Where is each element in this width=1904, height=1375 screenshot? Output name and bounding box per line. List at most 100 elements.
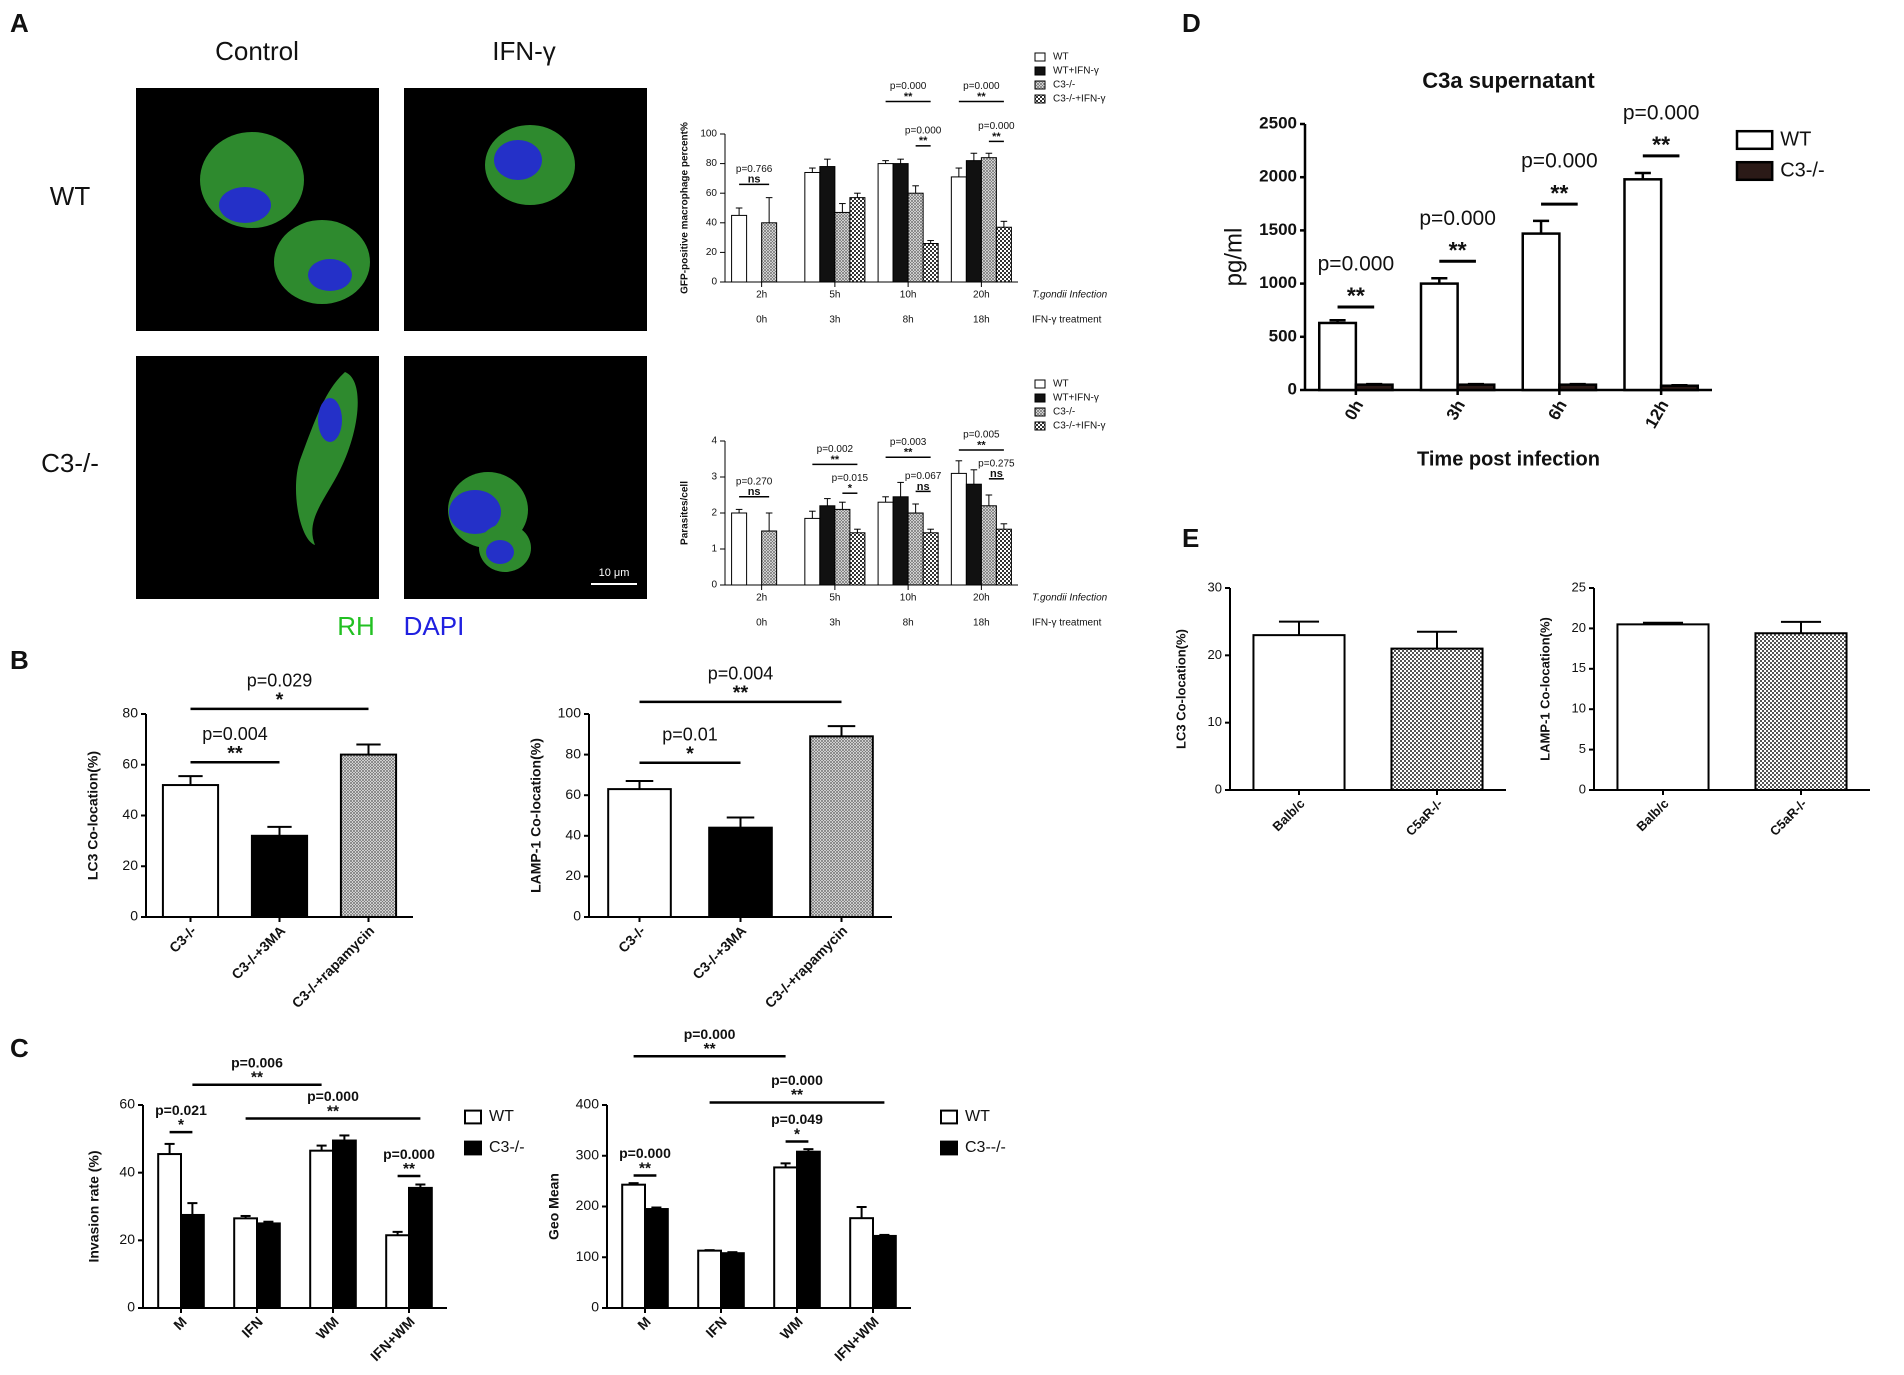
y-tick-label: 20	[1208, 647, 1222, 662]
p-value: p=0.002	[817, 444, 854, 455]
bar	[834, 211, 851, 283]
p-value: p=0.000	[1318, 253, 1395, 276]
bar	[849, 532, 866, 586]
x-tick-label: M	[170, 1313, 190, 1333]
y-axis-label: Parasites/cell	[680, 481, 691, 545]
significance: **	[704, 1041, 716, 1058]
stain-label: DAPI	[404, 611, 465, 641]
y-tick-label: 80	[565, 745, 581, 761]
x-tick-label: WM	[777, 1313, 806, 1342]
y-tick-label: 40	[565, 827, 581, 843]
cells	[200, 125, 575, 572]
x-tick-label: C3-/-+3MA	[228, 922, 288, 982]
bar	[720, 1252, 745, 1309]
bar	[621, 1183, 647, 1309]
y-tick-label: 15	[1572, 660, 1586, 675]
panel-label: A	[10, 8, 29, 38]
p-value: p=0.01	[662, 724, 718, 744]
bar	[1317, 321, 1358, 392]
p-value: p=0.029	[247, 671, 313, 691]
significance: ns	[917, 481, 930, 493]
legend-swatch	[464, 1140, 482, 1156]
bar	[180, 1213, 205, 1310]
significance: **	[733, 682, 749, 704]
y-tick-label: 60	[706, 188, 718, 199]
legend-swatch	[1034, 407, 1046, 417]
x-tick-label: C3-/-	[166, 922, 200, 956]
chart: 0 500 1000 1500 2000 2500 pg/ml C3a supernatant…	[1220, 68, 1824, 470]
significance: **	[403, 1161, 415, 1178]
x-tick-label: 3h	[1443, 397, 1469, 424]
legend-swatch	[1034, 80, 1046, 90]
y-tick-label: 5	[1579, 741, 1586, 756]
x-tick-label: 8h	[903, 618, 914, 629]
y-tick-label: 20	[122, 857, 138, 873]
p-value: p=0.000	[890, 81, 927, 92]
bar	[819, 505, 836, 586]
y-tick-label: 80	[122, 705, 138, 721]
legend-swatch	[940, 1140, 958, 1156]
y-tick-label: 4	[711, 436, 717, 447]
p-value: p=0.000	[383, 1146, 435, 1162]
significance: ns	[990, 468, 1003, 480]
bar	[761, 222, 778, 283]
bar	[995, 226, 1012, 283]
legend-label: WT	[965, 1108, 990, 1125]
p-value: p=0.004	[708, 664, 774, 684]
y-tick-label: 10	[1572, 701, 1586, 716]
column-label: IFN-γ	[492, 36, 556, 66]
x-axis-label: T.gondii Infection	[1032, 290, 1108, 301]
x-tick-label: 5h	[829, 593, 840, 604]
y-tick-label: 0	[573, 908, 581, 924]
y-tick-label: 0	[1215, 781, 1222, 796]
bar	[892, 496, 909, 586]
y-tick-label: 2000	[1259, 167, 1297, 186]
bar	[697, 1249, 723, 1309]
y-tick-label: 1000	[1259, 273, 1297, 292]
significance: **	[227, 742, 243, 764]
x-tick-label: IFN	[238, 1313, 265, 1340]
row-label: C3-/-	[41, 448, 99, 478]
bar	[1659, 384, 1700, 392]
panel-label: E	[1182, 523, 1199, 553]
y-tick-label: 0	[1288, 379, 1297, 398]
bar	[385, 1234, 411, 1309]
bar	[1558, 383, 1598, 392]
x-tick-label: 6h	[1544, 397, 1570, 424]
x-tick-label: 0h	[756, 618, 767, 629]
y-tick-label: 200	[576, 1197, 600, 1213]
significance: **	[1652, 132, 1670, 158]
y-tick-label: 20	[1572, 620, 1586, 635]
x-axis-label: T.gondii Infection	[1032, 593, 1108, 604]
significance: *	[686, 743, 694, 765]
bar	[804, 517, 821, 586]
row-label: WT	[50, 181, 91, 211]
x-tick-label: 20h	[973, 593, 990, 604]
bar	[1521, 232, 1561, 392]
bar	[819, 166, 836, 283]
x-tick-label: 10h	[900, 290, 917, 301]
legend-swatch	[1034, 52, 1046, 62]
legend-swatch	[464, 1109, 482, 1125]
bar	[950, 176, 967, 283]
bar	[644, 1208, 669, 1309]
y-tick-label: 500	[1269, 326, 1297, 345]
micrographs: Control IFN-γ WT C3-/- 10 μm RH DAPI	[41, 36, 647, 641]
bar	[950, 472, 967, 586]
legend-label: WT	[1053, 379, 1069, 390]
legend-swatch	[1034, 66, 1046, 76]
significance: **	[327, 1103, 339, 1120]
bar	[877, 501, 894, 586]
bar	[965, 483, 982, 586]
x-tick-label: 3h	[829, 315, 840, 326]
p-value: p=0.005	[963, 430, 1000, 441]
y-tick-label: 300	[576, 1146, 600, 1162]
x-tick-label: C3-/-	[615, 922, 649, 956]
panel-label: D	[1182, 8, 1201, 38]
bar	[892, 163, 909, 283]
x-tick-label: 20h	[973, 290, 990, 301]
significance: *	[178, 1117, 184, 1134]
legend-label: WT+IFN-γ	[1053, 66, 1099, 77]
significance: **	[831, 454, 840, 466]
x-tick-label: 10h	[900, 593, 917, 604]
